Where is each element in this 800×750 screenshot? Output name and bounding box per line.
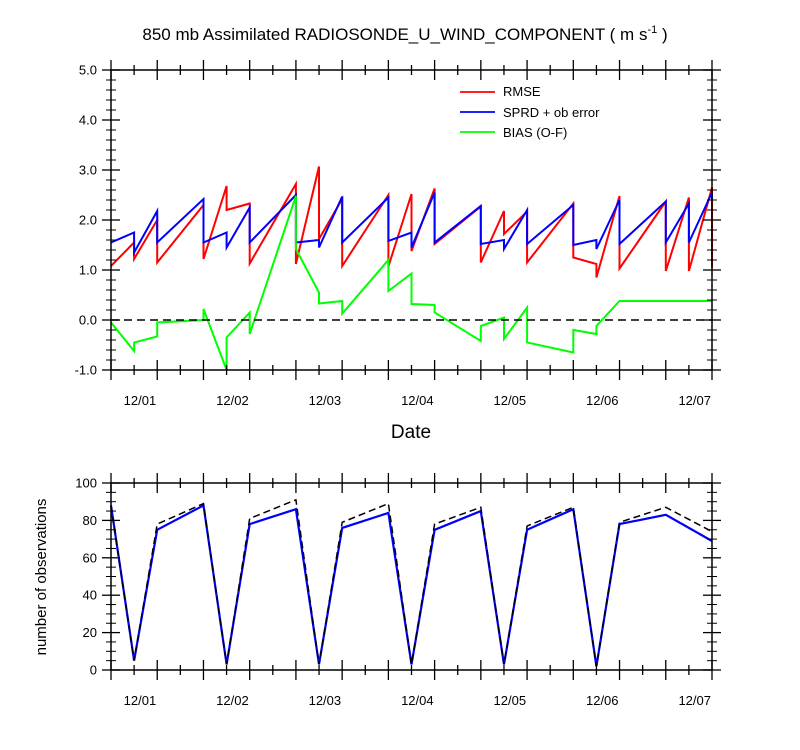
series-line-1-0 (109, 503, 713, 667)
series-line-0-0 (110, 166, 713, 278)
y-tick-label: 80 (83, 513, 97, 528)
top-plot-frame (110, 69, 713, 371)
legend-label-rmse: RMSE (503, 84, 541, 99)
x-tick-label: 12/04 (401, 693, 434, 708)
bottom-series-group (109, 498, 713, 667)
series-line-0-1 (110, 192, 713, 257)
top-series-group (110, 166, 713, 371)
x-tick-label: 12/05 (494, 393, 527, 408)
y-tick-label: 2.0 (79, 213, 97, 228)
legend-label-bias: BIAS (O-F) (503, 125, 567, 140)
bottom-chart: 0 20 40 60 80 100 12/01 12/02 12/03 12/04 12/05 12/… (33, 473, 721, 708)
legend: RMSE SPRD + ob error BIAS (O-F) (460, 84, 600, 140)
y-tick-label: 3.0 (79, 163, 97, 178)
x-tick-label: 12/03 (309, 393, 342, 408)
x-tick-label: 12/07 (678, 693, 711, 708)
top-x-axis-label: Date (391, 422, 431, 443)
x-tick-label: 12/04 (401, 393, 434, 408)
x-tick-label: 12/03 (309, 693, 342, 708)
x-tick-label: 12/05 (494, 693, 527, 708)
series-line-1-1 (110, 498, 713, 667)
x-tick-label: 12/02 (216, 393, 249, 408)
series-line-0-2 (110, 195, 712, 371)
bottom-axes: 0 20 40 60 80 100 12/01 12/02 12/03 12/04 12/05 12/… (75, 473, 721, 708)
title-superscript: -1 (647, 24, 657, 36)
x-tick-label: 12/06 (586, 693, 619, 708)
y-tick-label: 4.0 (79, 113, 97, 128)
y-tick-label: 20 (83, 625, 97, 640)
x-tick-label: 12/01 (124, 393, 157, 408)
y-tick-label: 1.0 (79, 263, 97, 278)
x-tick-label: 12/01 (124, 693, 157, 708)
top-axes: -1.0 0.0 1.0 2.0 3.0 4.0 5.0 12/01 12/02 12/03 12/… (75, 60, 721, 408)
title-main: 850 mb Assimilated RADIOSONDE_U_WIND_COM… (142, 25, 647, 44)
x-tick-label: 12/06 (586, 393, 619, 408)
x-tick-label: 12/02 (216, 693, 249, 708)
y-tick-label: 40 (83, 588, 97, 603)
bottom-plot-frame (110, 482, 713, 671)
x-tick-label: 12/07 (678, 393, 711, 408)
top-chart-title: 850 mb Assimilated RADIOSONDE_U_WIND_COM… (142, 24, 667, 44)
y-tick-label: 0.0 (79, 313, 97, 328)
y-tick-label: 100 (75, 476, 97, 491)
y-tick-label: 5.0 (79, 63, 97, 78)
y-tick-label: 60 (83, 550, 97, 565)
y-tick-label: 0 (90, 663, 97, 678)
bottom-y-axis-label: number of observations (33, 499, 50, 656)
title-end: ) (657, 25, 667, 44)
legend-label-sprd: SPRD + ob error (503, 105, 600, 120)
y-tick-label: -1.0 (75, 363, 97, 378)
top-chart: 850 mb Assimilated RADIOSONDE_U_WIND_COM… (75, 24, 721, 443)
